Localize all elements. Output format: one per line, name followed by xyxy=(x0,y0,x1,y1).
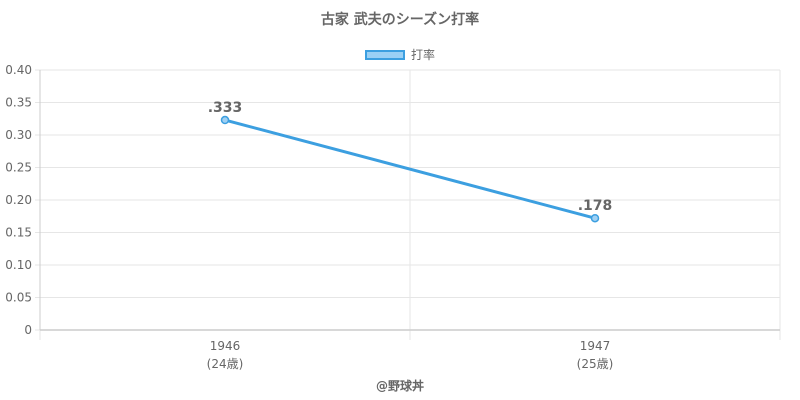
y-tick-label: 0.10 xyxy=(5,258,32,272)
x-tick-label: 1946 xyxy=(210,339,241,353)
data-label: .333 xyxy=(208,100,243,116)
chart-title: 古家 武夫のシーズン打率 xyxy=(320,12,480,28)
series-line xyxy=(224,118,596,220)
y-tick-label: 0.30 xyxy=(5,128,32,142)
legend[interactable]: 打率 xyxy=(0,46,800,63)
y-tick-label: 0.25 xyxy=(5,161,32,175)
y-tick-label: 0.05 xyxy=(5,291,32,305)
y-tick-label: 0.20 xyxy=(5,193,32,207)
legend-swatch xyxy=(364,49,405,60)
legend-label: 打率 xyxy=(410,48,435,62)
data-point xyxy=(590,213,600,223)
data-point xyxy=(220,115,230,125)
y-tick-label: 0.40 xyxy=(5,63,32,77)
credit-text: @野球丼 xyxy=(375,379,424,393)
y-tick-label: 0 xyxy=(24,323,32,337)
data-label: .178 xyxy=(578,198,613,214)
x-tick-sublabel: (24歳) xyxy=(207,357,244,371)
y-tick-label: 0.15 xyxy=(5,226,32,240)
x-tick-sublabel: (25歳) xyxy=(577,357,614,371)
y-tick-label: 0.35 xyxy=(5,96,32,110)
x-tick-label: 1947 xyxy=(580,339,611,353)
